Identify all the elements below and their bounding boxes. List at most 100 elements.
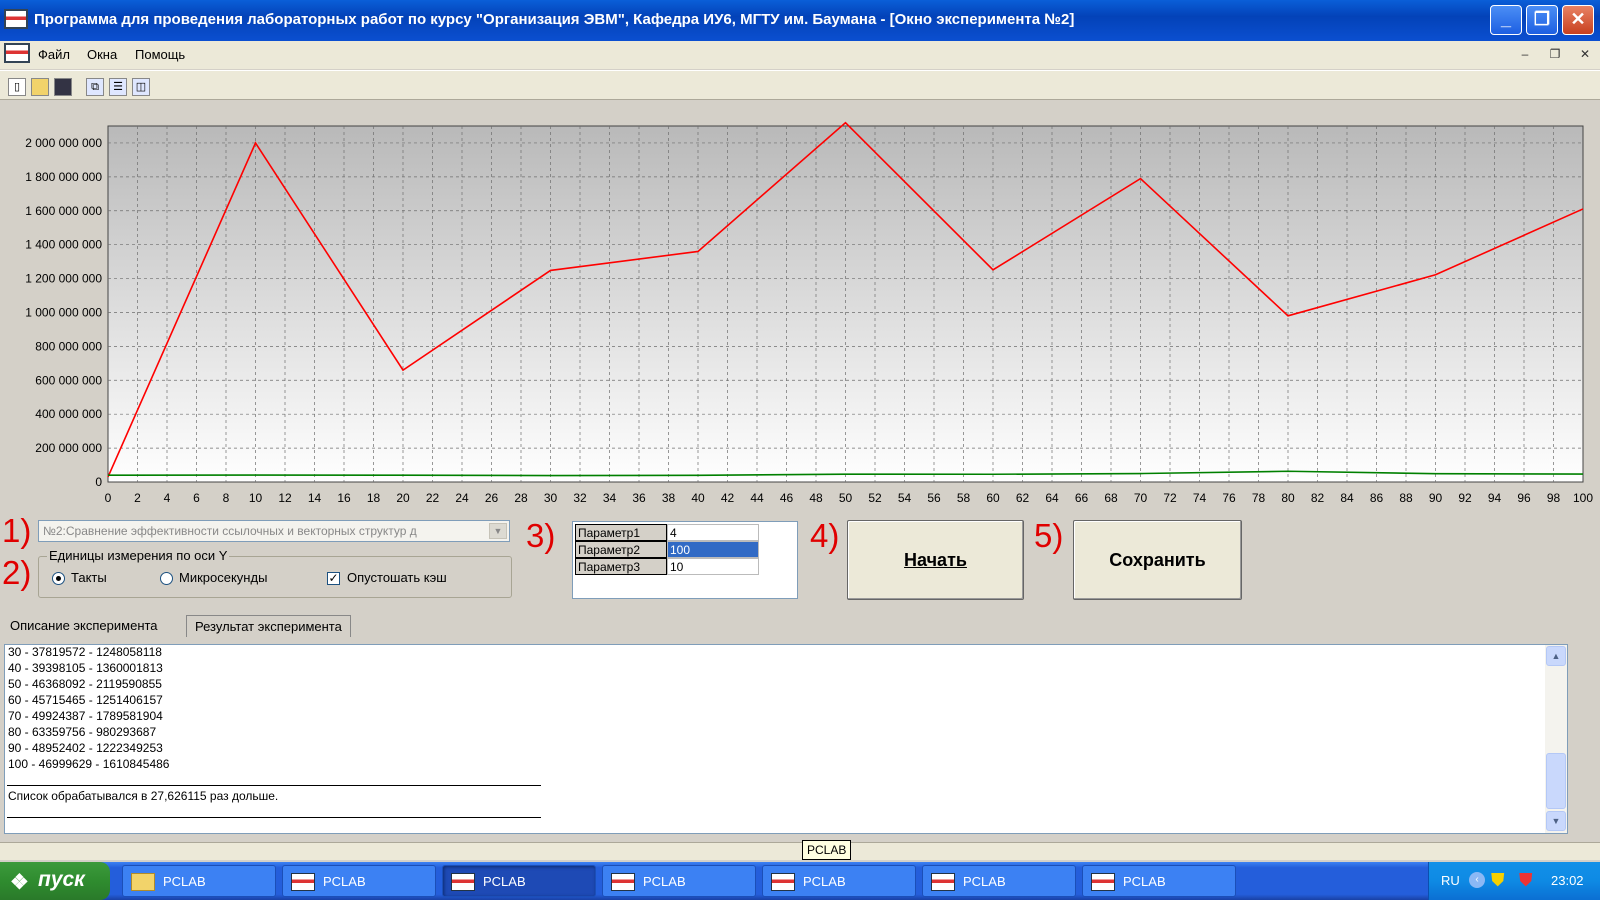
scroll-down-icon[interactable]: ▼ [1546, 811, 1566, 831]
x-tick-label: 32 [573, 491, 587, 505]
app-icon[interactable] [4, 9, 28, 29]
status-bar [0, 842, 1600, 860]
flush-cache-checkbox[interactable]: ✓ [327, 571, 340, 585]
taskbar: ❖ пуск PCLAB PCLAB PCLAB PCLAB PCLAB PCLAB PCL… [0, 862, 1600, 900]
param-row[interactable]: Параметр1 4 [575, 524, 759, 541]
param-value[interactable]: 100 [667, 541, 759, 558]
x-tick-label: 62 [1016, 491, 1030, 505]
output-line: 60 - 45715465 - 1251406157 [8, 693, 163, 707]
x-tick-label: 34 [603, 491, 617, 505]
tile-vertical-icon[interactable]: ◫ [132, 78, 150, 96]
x-tick-label: 18 [367, 491, 381, 505]
system-tray: RU ‹ ⛊ ⛊ 23:02 [1428, 862, 1600, 900]
x-tick-label: 26 [485, 491, 499, 505]
menu-file[interactable]: Файл [38, 47, 70, 62]
start-button[interactable]: Начать [847, 520, 1024, 600]
x-tick-label: 54 [898, 491, 912, 505]
taskbar-task[interactable]: PCLAB [1082, 865, 1236, 897]
antivirus-icon[interactable]: ⛊ [1519, 870, 1533, 890]
window-title: Программа для проведения лабораторных ра… [34, 11, 1075, 28]
taskbar-task[interactable]: PCLAB [442, 865, 596, 897]
x-tick-label: 66 [1075, 491, 1089, 505]
y-units-group: Единицы измерения по оси Y Такты Микросе… [38, 548, 512, 598]
taskbar-task-label: PCLAB [963, 874, 1006, 889]
chevron-down-icon[interactable]: ▼ [489, 523, 507, 539]
vertical-scrollbar[interactable]: ▲ ▼ [1545, 645, 1567, 833]
tab-description[interactable]: Описание эксперимента [10, 618, 158, 633]
taskbar-task[interactable]: PCLAB [602, 865, 756, 897]
tab-result[interactable]: Результат эксперимента [186, 615, 351, 637]
save-icon[interactable] [54, 78, 72, 96]
app-icon [451, 873, 475, 891]
scroll-up-icon[interactable]: ▲ [1546, 646, 1566, 666]
y-tick-label: 200 000 000 [35, 441, 102, 455]
taskbar-task[interactable]: PCLAB [922, 865, 1076, 897]
tile-horizontal-icon[interactable]: ☰ [109, 78, 127, 96]
taskbar-task-label: PCLAB [1123, 874, 1166, 889]
taskbar-task[interactable]: PCLAB [282, 865, 436, 897]
app-icon [771, 873, 795, 891]
param-row[interactable]: Параметр3 10 [575, 558, 759, 575]
x-tick-label: 4 [164, 491, 171, 505]
param-value[interactable]: 4 [667, 524, 759, 541]
new-file-icon[interactable]: ▯ [8, 78, 26, 96]
radio-ticks[interactable] [52, 572, 65, 585]
title-bar[interactable]: Программа для проведения лабораторных ра… [0, 0, 1600, 41]
series-line-red [107, 121, 1584, 478]
x-tick-label: 44 [750, 491, 764, 505]
tray-expand-icon[interactable]: ‹ [1469, 872, 1485, 888]
y-tick-label: 1 600 000 000 [25, 204, 102, 218]
mdi-minimize-button[interactable]: – [1521, 47, 1529, 61]
param-row[interactable]: Параметр2 100 [575, 541, 759, 558]
cascade-windows-icon[interactable]: ⧉ [86, 78, 104, 96]
x-tick-label: 0 [105, 491, 112, 505]
start-button[interactable]: ❖ пуск [0, 862, 110, 900]
open-folder-icon[interactable] [31, 78, 49, 96]
taskbar-task[interactable]: PCLAB [122, 865, 276, 897]
x-tick-label: 38 [662, 491, 676, 505]
windows-logo-icon: ❖ [10, 871, 29, 894]
app-icon [291, 873, 315, 891]
language-indicator[interactable]: RU [1441, 873, 1460, 888]
y-tick-label: 1 800 000 000 [25, 170, 102, 184]
output-line: 100 - 46999629 - 1610845486 [8, 757, 170, 771]
x-tick-label: 10 [249, 491, 263, 505]
x-tick-label: 20 [396, 491, 410, 505]
x-tick-label: 72 [1163, 491, 1177, 505]
radio-microseconds[interactable] [160, 572, 173, 585]
x-tick-label: 98 [1547, 491, 1561, 505]
menu-help[interactable]: Помощь [135, 47, 186, 62]
mdi-window-icon[interactable] [4, 43, 30, 63]
experiment-select[interactable]: №2:Сравнение эффективности ссылочных и в… [38, 520, 510, 542]
flush-cache-label: Опустошать кэш [347, 570, 447, 585]
series-line-green [107, 470, 1584, 477]
x-tick-label: 92 [1458, 491, 1472, 505]
taskbar-task[interactable]: PCLAB [762, 865, 916, 897]
x-tick-label: 78 [1252, 491, 1266, 505]
y-tick-label: 600 000 000 [35, 373, 102, 387]
scroll-thumb[interactable] [1546, 753, 1566, 809]
radio-ticks-label: Такты [71, 570, 107, 585]
security-shield-icon[interactable]: ⛊ [1491, 870, 1505, 890]
parameters-grid[interactable]: Параметр1 4 Параметр2 100 Параметр3 10 [572, 521, 798, 599]
maximize-button[interactable]: ❐ [1526, 5, 1558, 35]
output-line: 30 - 37819572 - 1248058118 [8, 645, 162, 659]
y-units-legend: Единицы измерения по оси Y [47, 548, 230, 563]
taskbar-task-label: PCLAB [483, 874, 526, 889]
x-tick-label: 60 [986, 491, 1000, 505]
mdi-restore-button[interactable]: ❐ [1549, 47, 1561, 61]
param-value[interactable]: 10 [667, 558, 759, 575]
close-button[interactable]: ✕ [1562, 5, 1594, 35]
x-tick-label: 16 [337, 491, 351, 505]
app-icon [1091, 873, 1115, 891]
x-tick-label: 70 [1134, 491, 1148, 505]
start-label: пуск [38, 868, 85, 891]
x-tick-label: 36 [632, 491, 646, 505]
mdi-close-button[interactable]: ✕ [1579, 47, 1591, 61]
save-button[interactable]: Сохранить [1073, 520, 1242, 600]
x-tick-label: 40 [691, 491, 705, 505]
minimize-button[interactable]: _ [1490, 5, 1522, 35]
x-tick-label: 88 [1399, 491, 1413, 505]
result-output[interactable]: 30 - 37819572 - 1248058118 40 - 39398105 … [4, 644, 1568, 834]
menu-windows[interactable]: Окна [87, 47, 118, 62]
